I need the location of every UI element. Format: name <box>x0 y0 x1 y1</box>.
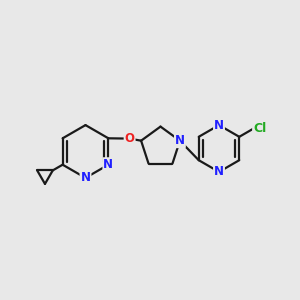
Text: N: N <box>214 118 224 132</box>
Text: N: N <box>175 134 185 147</box>
Text: Cl: Cl <box>253 122 266 135</box>
Text: O: O <box>124 132 135 145</box>
Text: N: N <box>214 165 224 178</box>
Text: N: N <box>80 171 91 184</box>
Text: N: N <box>103 158 113 171</box>
